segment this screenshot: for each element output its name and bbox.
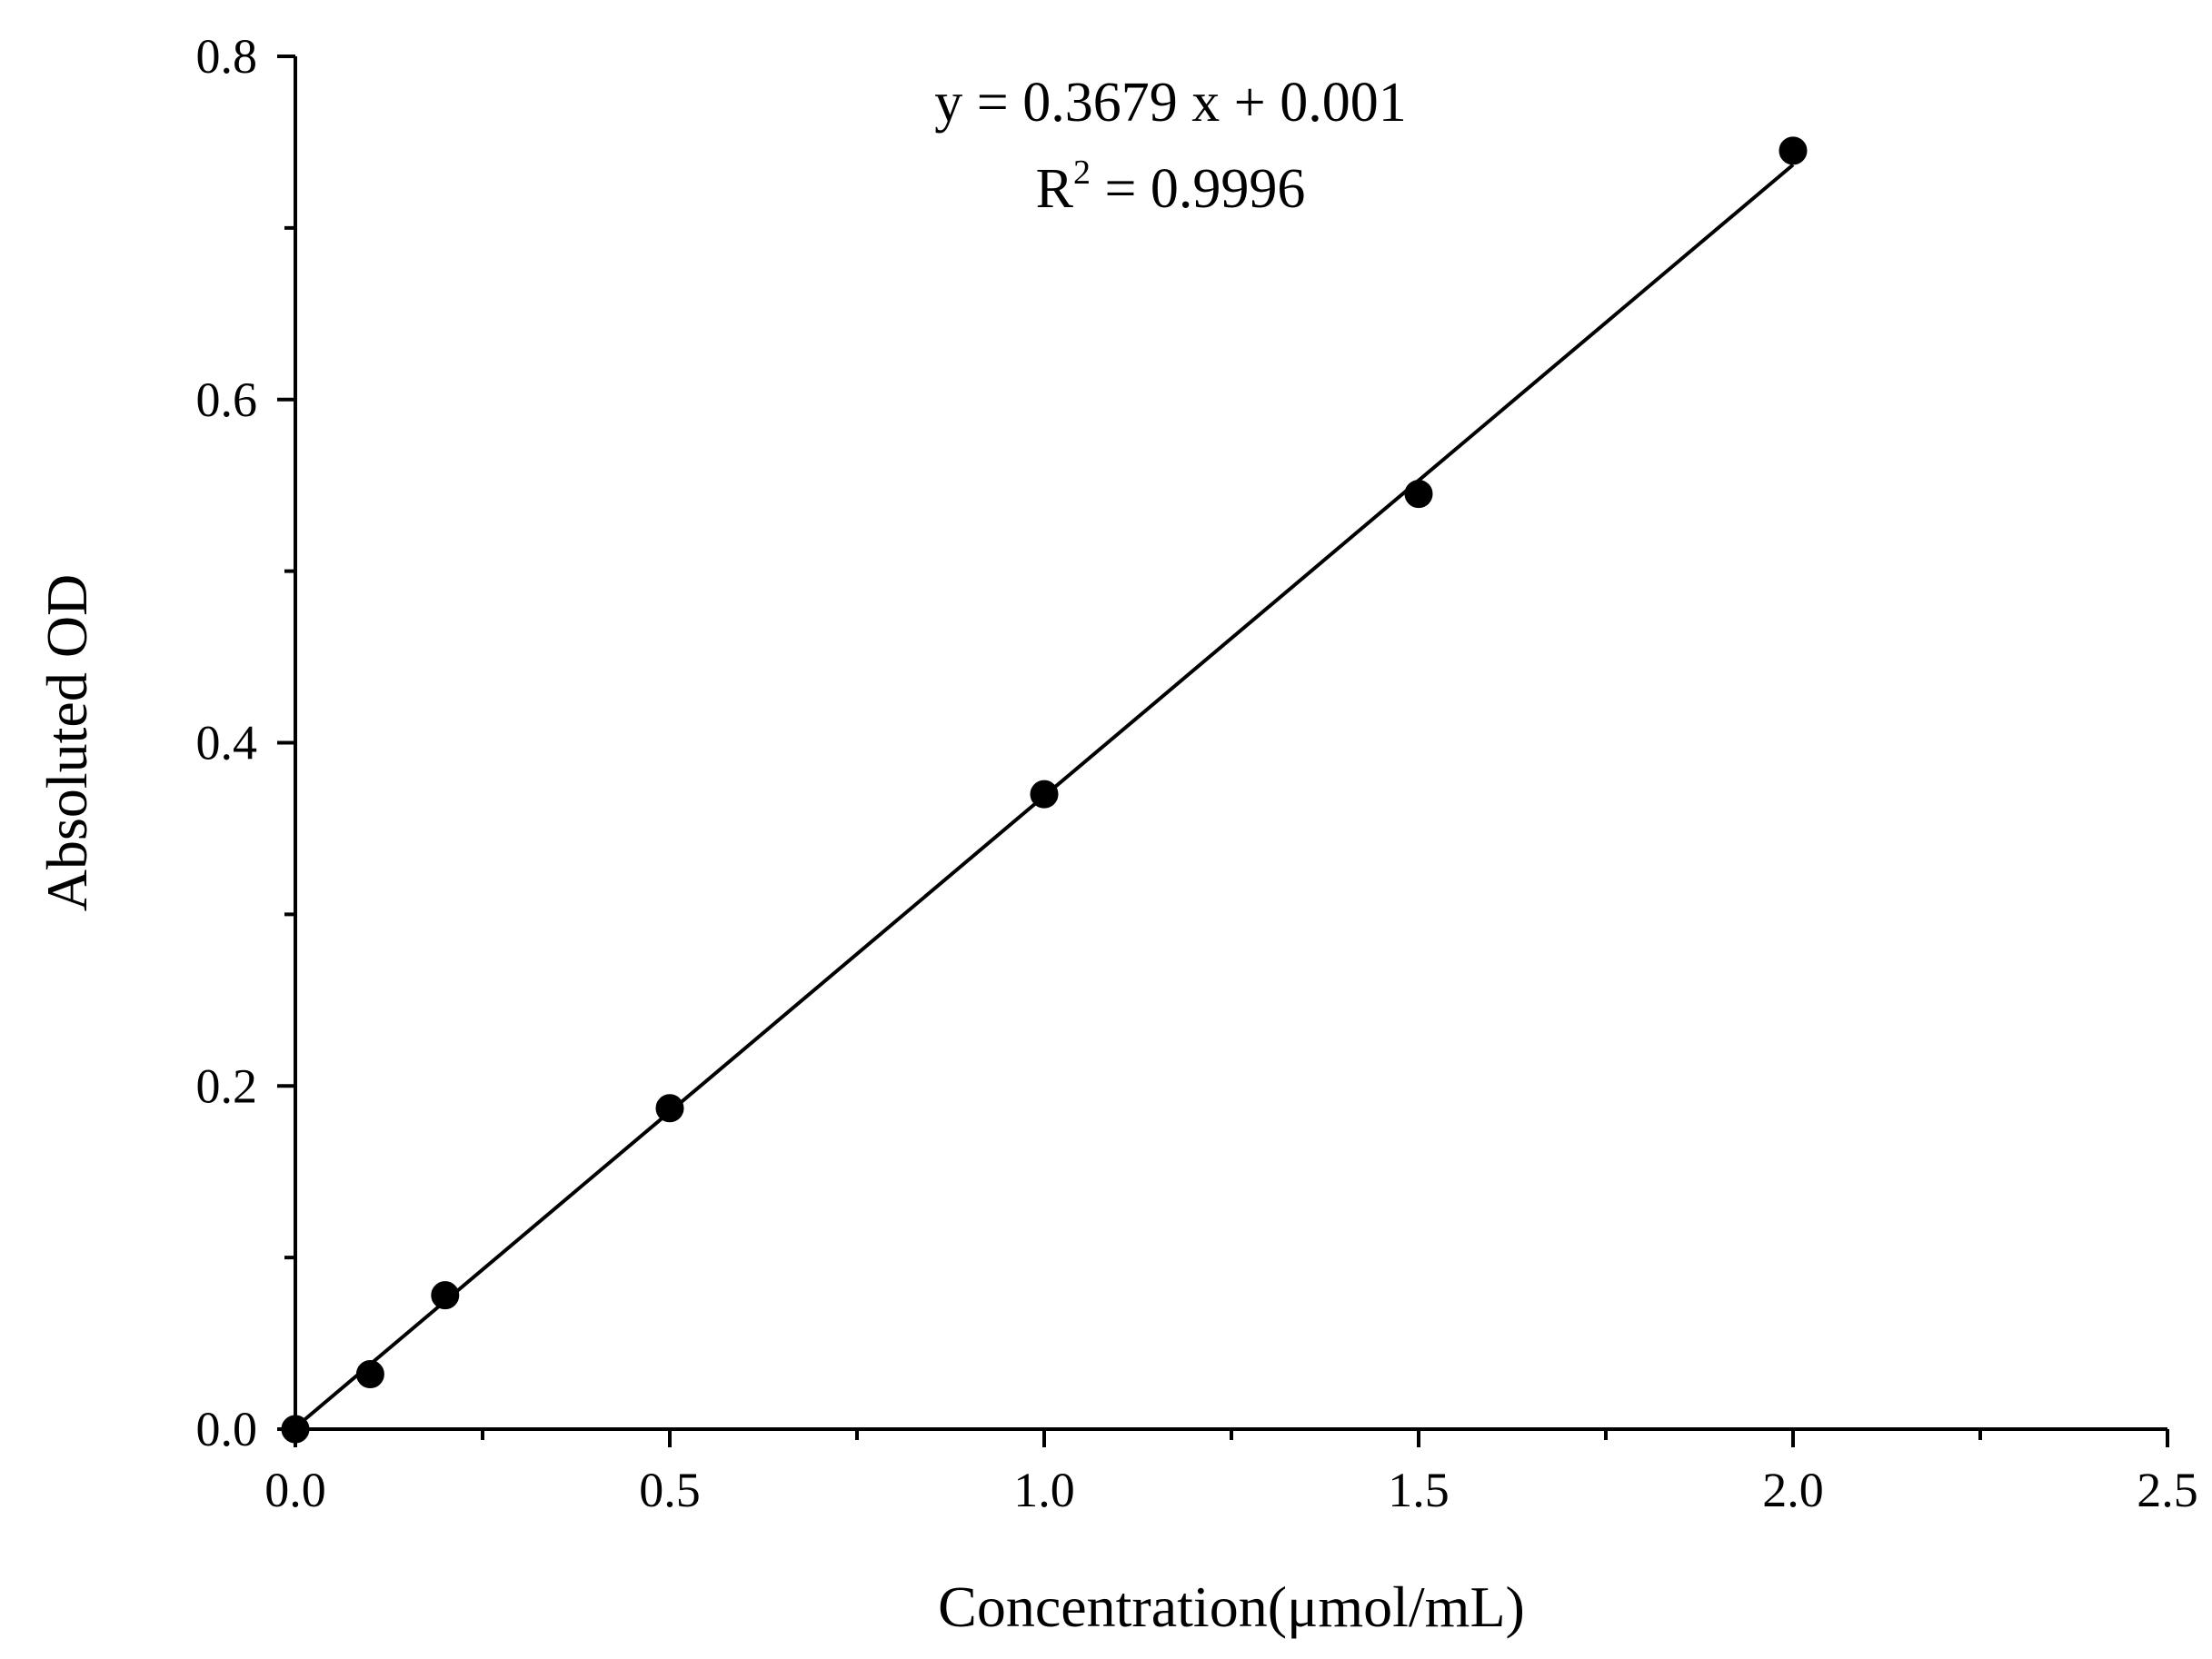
y-tick-label: 0.6: [196, 373, 258, 427]
x-tick-label: 0.0: [264, 1463, 326, 1517]
data-points: [281, 136, 1808, 1444]
r-squared-label: R2 = 0.9996: [1036, 154, 1306, 220]
r-squared-superscript: 2: [1073, 154, 1091, 192]
data-point: [1779, 136, 1808, 165]
data-point: [281, 1415, 310, 1444]
y-axis-title: Absoluted OD: [35, 574, 99, 912]
y-tick-label: 0.8: [196, 29, 258, 84]
x-tick-label: 2.5: [2137, 1463, 2198, 1517]
x-tick-label: 2.0: [1762, 1463, 1824, 1517]
y-tick-label: 0.4: [196, 716, 258, 770]
x-tick-label: 1.5: [1388, 1463, 1450, 1517]
axes: [294, 56, 2167, 1431]
x-tick-label: 1.0: [1013, 1463, 1075, 1517]
x-tick-label: 0.5: [639, 1463, 701, 1517]
data-point: [355, 1360, 384, 1389]
data-point: [655, 1094, 684, 1123]
x-axis-title: Concentration(μmol/mL): [938, 1575, 1525, 1639]
y-tick-label: 0.0: [196, 1402, 258, 1456]
r-squared-value: = 0.9996: [1091, 158, 1305, 220]
y-tick-label: 0.2: [196, 1058, 258, 1113]
equation-label: y = 0.3679 x + 0.001: [934, 72, 1406, 134]
r-squared-symbol: R: [1036, 158, 1074, 220]
data-point: [431, 1281, 460, 1310]
data-point: [1404, 480, 1433, 509]
ticks: 0.0 0.5 1.0 1.5 2.0 2.5 0.0 0.2 0.4 0.6 0.8: [196, 29, 2198, 1517]
data-point: [1030, 780, 1059, 809]
